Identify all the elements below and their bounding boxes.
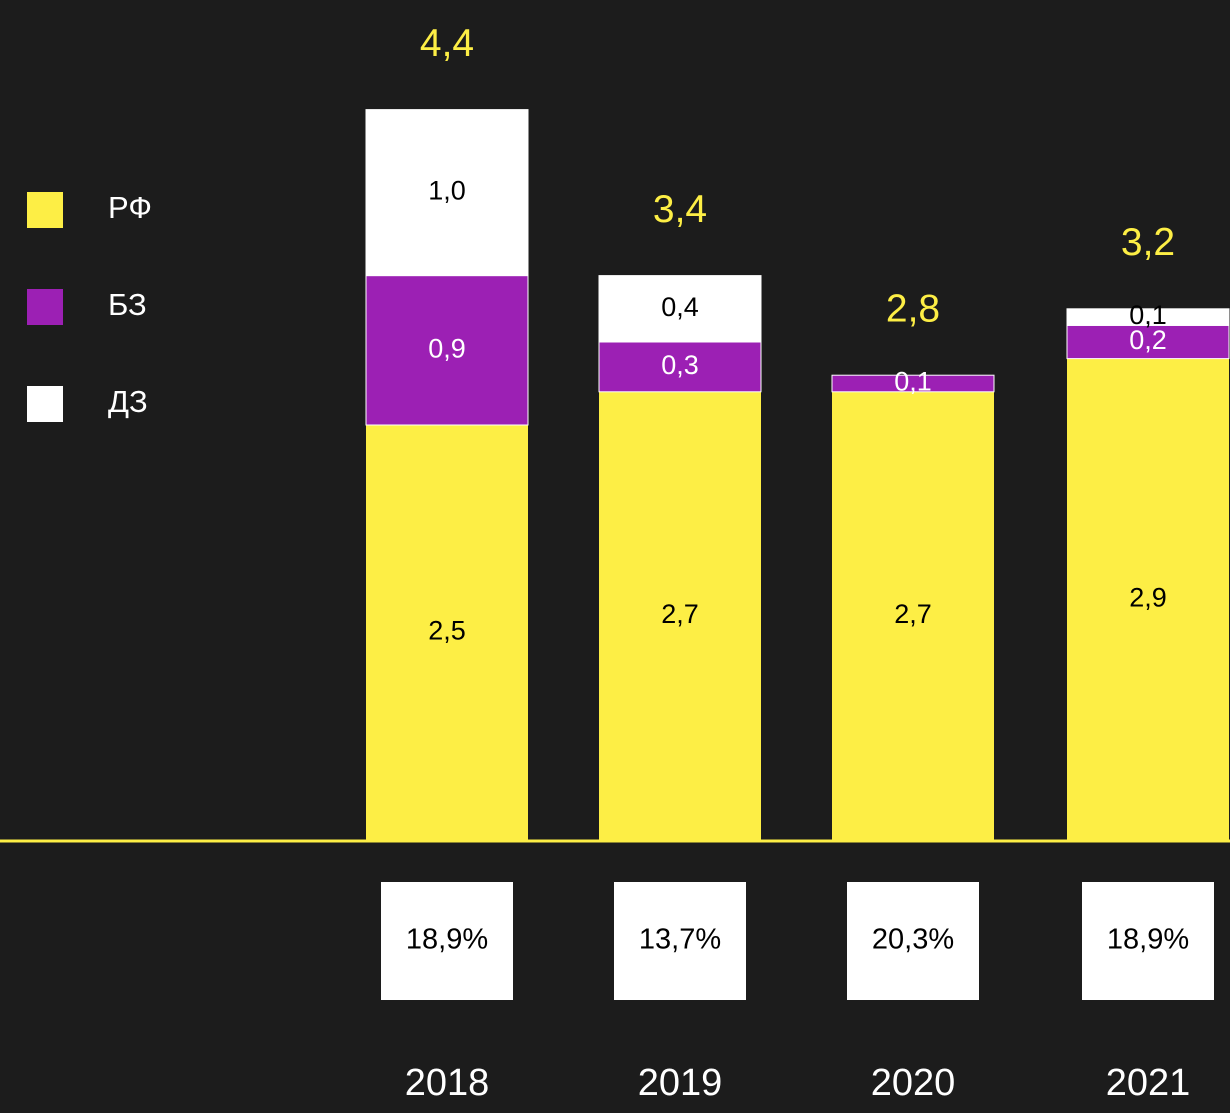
bar-segment [598, 341, 762, 393]
bar-segment [832, 391, 994, 840]
legend-label: БЗ [108, 287, 147, 322]
bar-segment [598, 275, 762, 343]
x-tick-label: 2021 [1106, 1062, 1191, 1104]
total-label: 4,4 [420, 22, 474, 65]
legend-swatch [27, 289, 63, 325]
bar-segment [365, 109, 529, 277]
data-label: 0,1 [1129, 300, 1167, 330]
bar-segment [831, 374, 995, 393]
data-label: 0,1 [894, 367, 932, 397]
total-label: 3,2 [1121, 221, 1175, 264]
data-label: 2,7 [661, 599, 699, 629]
data-label: 0,4 [661, 292, 699, 322]
x-tick-label: 2019 [638, 1062, 723, 1104]
bar-segment [366, 425, 528, 840]
total-label: 2,8 [886, 287, 940, 330]
data-label: 0,2 [1129, 325, 1167, 355]
data-label: 1,0 [428, 176, 466, 206]
bar-segment [365, 275, 529, 426]
share-box [1082, 882, 1214, 1000]
total-label: 3,4 [653, 188, 707, 231]
data-label: 2,9 [1129, 582, 1167, 612]
legend-swatch [27, 386, 63, 422]
share-label: 18,9% [406, 924, 488, 956]
bar-segment [1066, 308, 1230, 326]
share-box [614, 882, 746, 1000]
share-box [847, 882, 979, 1000]
bar-segment [599, 391, 761, 840]
share-box [381, 882, 513, 1000]
bar-segment [1066, 324, 1230, 360]
legend-label: РФ [108, 190, 152, 225]
share-label: 18,9% [1107, 924, 1189, 956]
x-tick-label: 2020 [871, 1062, 956, 1104]
share-label: 20,3% [872, 924, 954, 956]
data-label: 0,9 [428, 333, 466, 363]
legend-swatch [27, 192, 63, 228]
data-label: 2,5 [428, 616, 466, 646]
legend-label: ДЗ [108, 384, 148, 419]
x-tick-label: 2018 [405, 1062, 490, 1104]
data-label: 0,3 [661, 350, 699, 380]
bar-segment [1067, 358, 1229, 840]
data-label: 2,7 [894, 599, 932, 629]
share-label: 13,7% [639, 924, 721, 956]
